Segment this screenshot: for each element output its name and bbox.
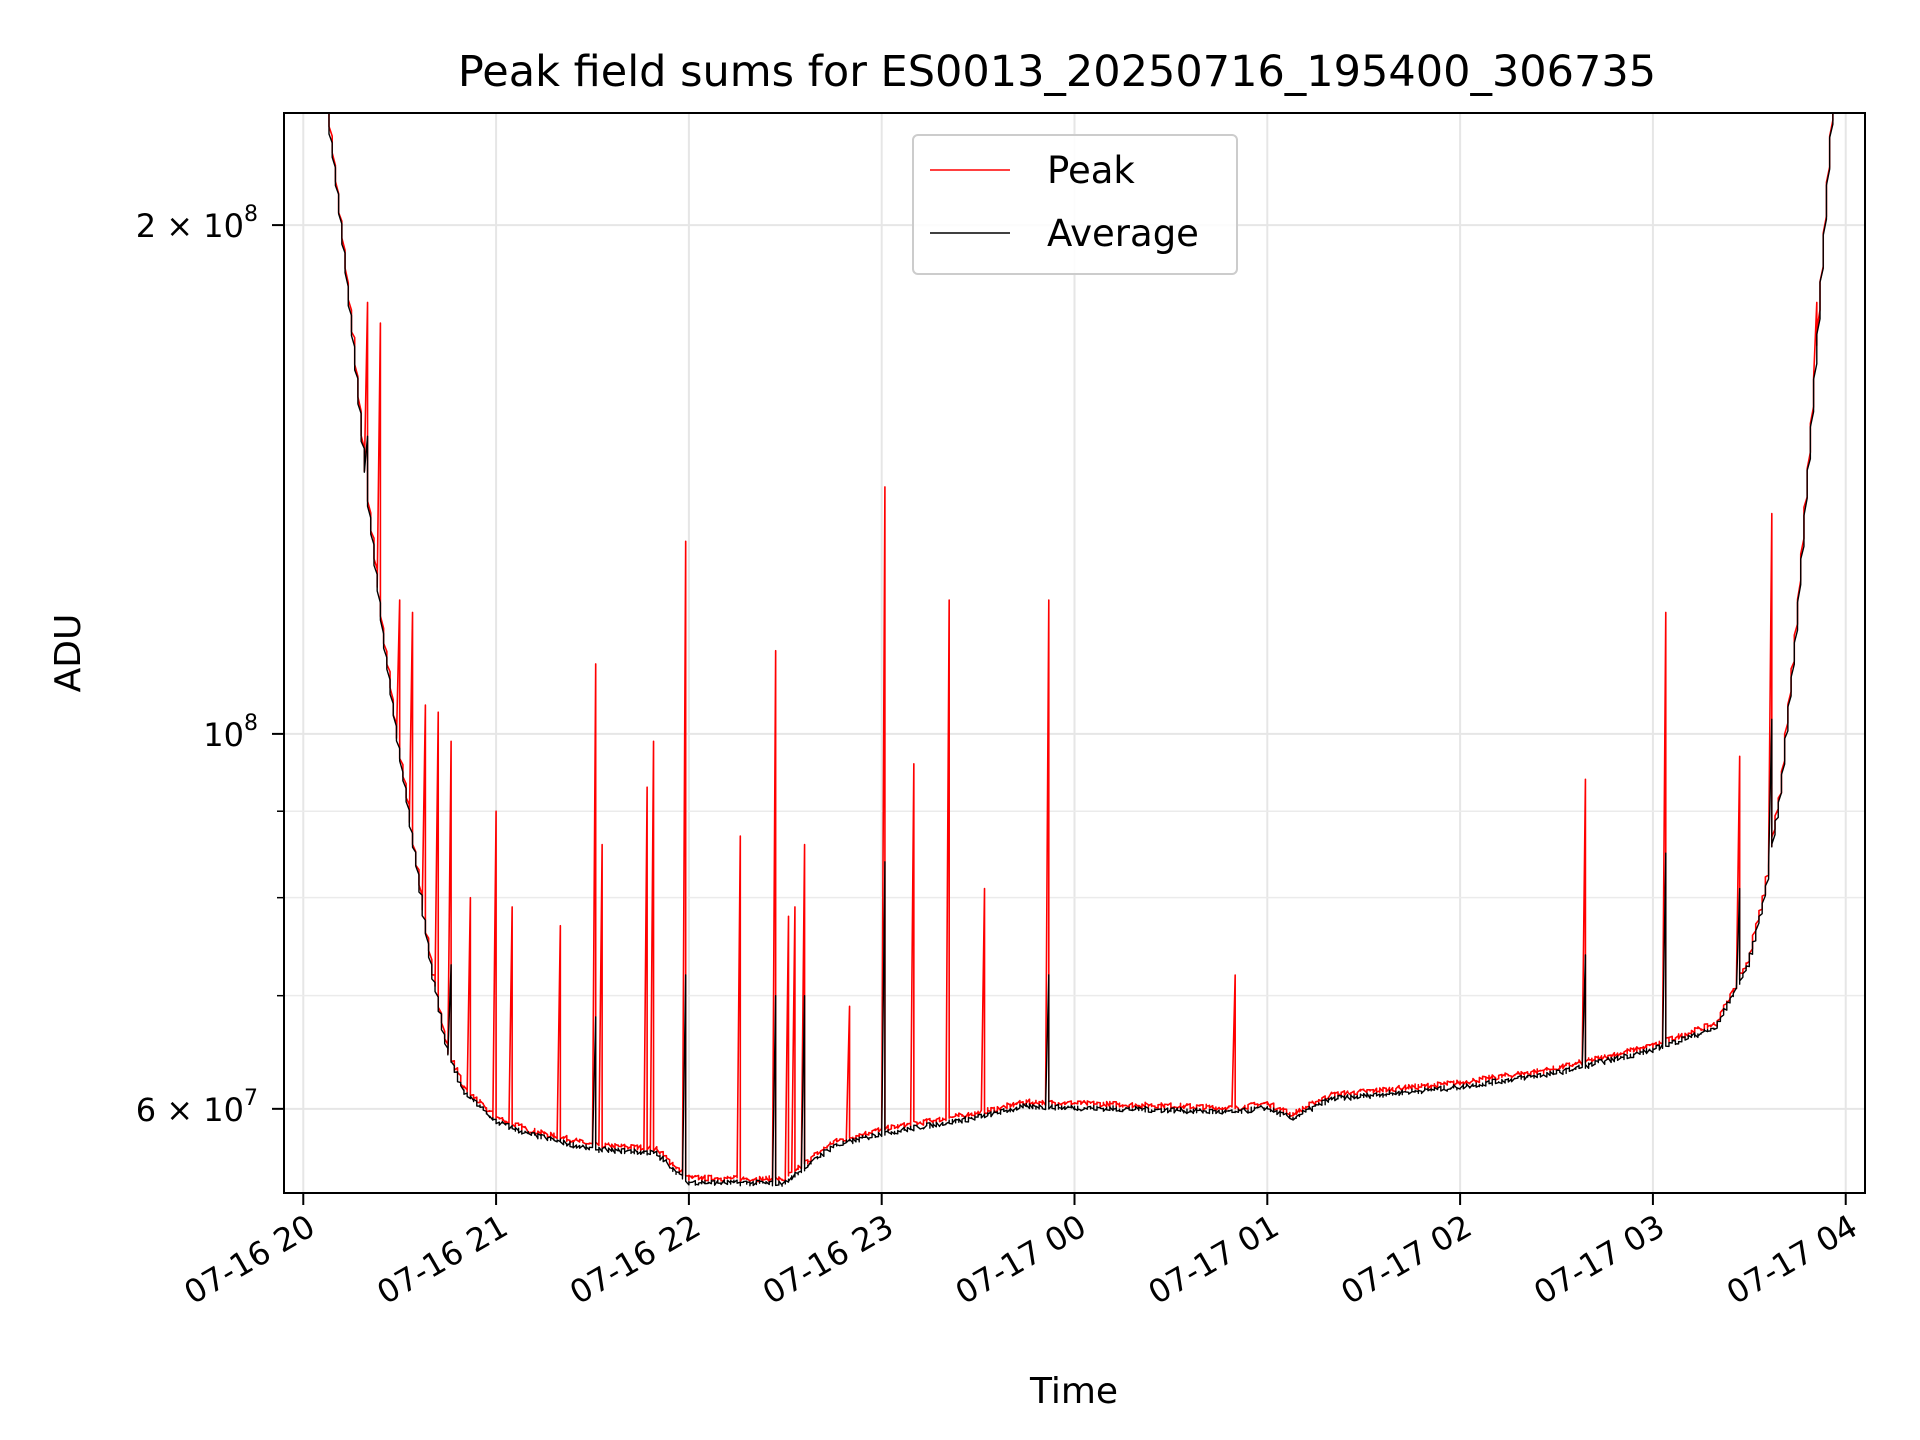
x-tick-label: 07-16 23 [756,1207,900,1312]
x-axis: 07-16 20 07-16 21 07-16 22 07-16 23 07-17 00… [178,1193,1864,1312]
x-tick-label: 07-17 01 [1142,1207,1286,1312]
y-tick-label: 108 [203,711,258,754]
y-tick-label-base: 2 × 10 [136,207,244,245]
legend-peak-label: Peak [1047,149,1135,192]
y-tick-label: 2 × 108 [136,202,258,245]
grid-lines [284,113,1865,1193]
x-axis-label: Time [1029,1371,1118,1412]
legend: Peak Average [912,134,1238,275]
x-tick-label: 07-16 20 [178,1207,322,1312]
x-tick-label: 07-17 03 [1527,1207,1671,1312]
y-tick-label: 6 × 107 [136,1086,258,1129]
x-tick-label: 07-17 00 [949,1207,1093,1312]
y-tick-label-exponent: 7 [244,1086,258,1111]
x-tick-label: 07-17 02 [1335,1207,1479,1312]
x-tick-label: 07-16 21 [370,1207,514,1312]
y-tick-label-exponent: 8 [244,202,258,227]
plot-area [328,113,1834,1187]
y-tick-label-base: 10 [203,716,244,754]
chart-title: Peak field sums for ES0013_20250716_1954… [458,47,1656,97]
x-tick-label: 07-16 22 [563,1207,707,1312]
legend-average-label: Average [1047,212,1199,255]
series-line-average [328,113,1834,1187]
y-tick-label-base: 6 × 10 [136,1091,244,1129]
x-tick-label: 07-17 04 [1720,1207,1864,1312]
y-tick-label-exponent: 8 [244,711,258,736]
y-axis-label: ADU [48,614,89,693]
series-line-peak [328,113,1834,1183]
